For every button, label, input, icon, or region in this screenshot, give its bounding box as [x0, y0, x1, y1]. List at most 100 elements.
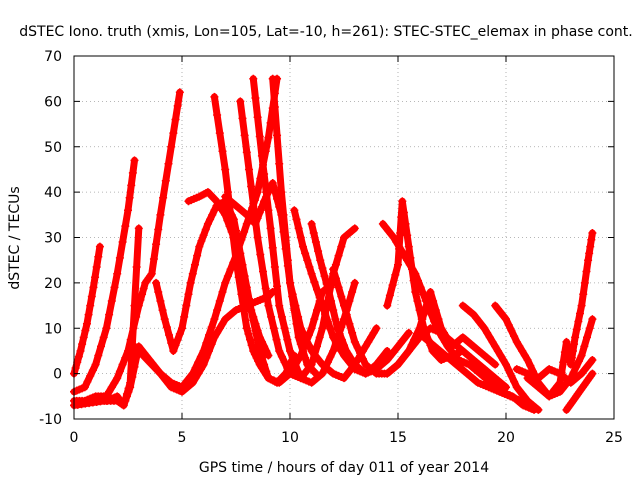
series-point [156, 210, 165, 219]
series-point [128, 373, 137, 382]
series-point [238, 114, 247, 123]
series-point [218, 287, 227, 296]
series-point [588, 315, 597, 324]
series-point [564, 349, 573, 358]
series-point [205, 331, 213, 340]
series-point [445, 337, 454, 346]
series-arc-1 [70, 242, 104, 378]
series-point [411, 287, 420, 296]
series-point [304, 341, 313, 350]
series-point [251, 216, 260, 225]
series-point [249, 312, 258, 321]
series-point [311, 238, 320, 247]
series-point [152, 278, 161, 287]
series-point [71, 363, 80, 372]
series-point [337, 335, 346, 344]
series-point [121, 222, 130, 231]
series-point [329, 333, 338, 342]
series-point [437, 324, 446, 333]
series-point [128, 168, 137, 177]
series-point [309, 228, 318, 237]
series-point [404, 242, 413, 251]
series-point [139, 284, 148, 293]
series-point [520, 351, 529, 360]
series-point [260, 342, 269, 351]
series-point [586, 242, 595, 251]
series-point [566, 360, 575, 369]
series-point [286, 278, 294, 287]
series-point [410, 335, 419, 344]
series-point [152, 240, 161, 249]
series-point [580, 278, 589, 287]
series-point [518, 346, 527, 355]
series-point [92, 262, 101, 271]
series-point [215, 129, 224, 138]
series-point [283, 335, 292, 344]
series-point [326, 325, 335, 334]
series-point [273, 131, 282, 140]
series-point [273, 282, 282, 291]
y-tick-label: 70 [44, 49, 62, 65]
series-point [78, 340, 87, 349]
series-point [127, 181, 136, 190]
y-tick-label: 50 [44, 140, 62, 156]
series-point [334, 283, 343, 292]
series-point [515, 342, 524, 351]
series-point [303, 256, 312, 265]
series-point [240, 227, 249, 236]
series-point [184, 290, 193, 299]
series-point [264, 351, 273, 360]
series-point [345, 297, 354, 306]
series-point [266, 224, 275, 233]
series-arc-21 [458, 301, 543, 414]
series-point [419, 290, 428, 299]
series-point [299, 329, 308, 338]
series-point [270, 186, 279, 195]
y-tick-label: 10 [44, 321, 62, 337]
series-point [201, 225, 210, 234]
series-point [305, 262, 314, 271]
series-point [138, 290, 147, 299]
series-point [314, 247, 323, 256]
x-axis-label: GPS time / hours of day 011 of year 2014 [199, 460, 489, 476]
series-point [313, 306, 321, 315]
series-point [194, 358, 203, 367]
series-point [197, 236, 206, 245]
chart-title: dSTEC Iono. truth (xmis, Lon=105, Lat=-1… [19, 24, 632, 40]
series-point [115, 367, 124, 376]
series-point [118, 360, 127, 369]
series-point [398, 197, 407, 206]
series-point [236, 97, 245, 106]
series-point [188, 378, 197, 387]
series-point [161, 176, 170, 185]
series-point [296, 233, 305, 242]
series-point [574, 317, 583, 326]
series-point [316, 256, 325, 265]
series-point [264, 206, 273, 215]
series-point [383, 301, 392, 310]
series-point [412, 329, 421, 338]
x-tick-label: 10 [281, 430, 299, 446]
series-point [218, 147, 227, 156]
series-point [81, 326, 90, 335]
series-point [334, 251, 343, 260]
series-point [329, 346, 338, 355]
series-point [74, 352, 83, 361]
series-arc-25 [562, 369, 597, 414]
series-point [488, 337, 497, 346]
series-point [356, 349, 365, 358]
series-point [588, 356, 597, 365]
series-point [588, 369, 597, 378]
series-point [175, 88, 184, 97]
series-point [364, 337, 373, 346]
series-point [329, 265, 338, 274]
series-point [215, 297, 224, 306]
series-point [350, 224, 359, 233]
series-point [559, 358, 568, 367]
series-point [391, 270, 400, 279]
series-point [296, 340, 305, 349]
series-point [526, 361, 535, 370]
series-point [113, 269, 122, 278]
series-point [190, 260, 199, 269]
series-point [118, 238, 127, 247]
